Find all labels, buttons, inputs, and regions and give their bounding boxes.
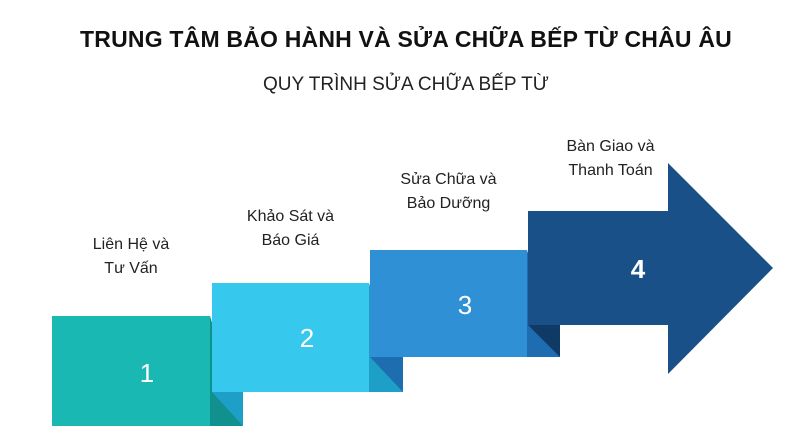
step-4-label: Bàn Giao và Thanh Toán: [566, 138, 655, 179]
step-4-number: 4: [631, 254, 646, 284]
step-1-block: [52, 316, 210, 426]
step-2-label: Khảo Sát và Báo Giá: [246, 208, 335, 249]
step-3-number: 3: [458, 290, 472, 320]
step-2-number: 2: [300, 323, 314, 353]
step-4-shadow: [528, 325, 560, 357]
page-subtitle: QUY TRÌNH SỬA CHỮA BẾP TỪ: [263, 74, 549, 95]
step-3-shadow: [370, 357, 403, 392]
step-1-number: 1: [140, 358, 154, 388]
step-3-label: Sửa Chữa và Bảo Dưỡng: [400, 171, 497, 212]
page-title: TRUNG TÂM BẢO HÀNH VÀ SỬA CHỮA BẾP TỪ CH…: [80, 26, 732, 52]
step-2-block: [212, 283, 369, 392]
step-1-label: Liên Hệ và Tư Vấn: [92, 236, 170, 277]
step-4-arrow: [528, 163, 773, 374]
step-3-block: [370, 250, 527, 357]
step-2-shadow: [212, 392, 243, 426]
